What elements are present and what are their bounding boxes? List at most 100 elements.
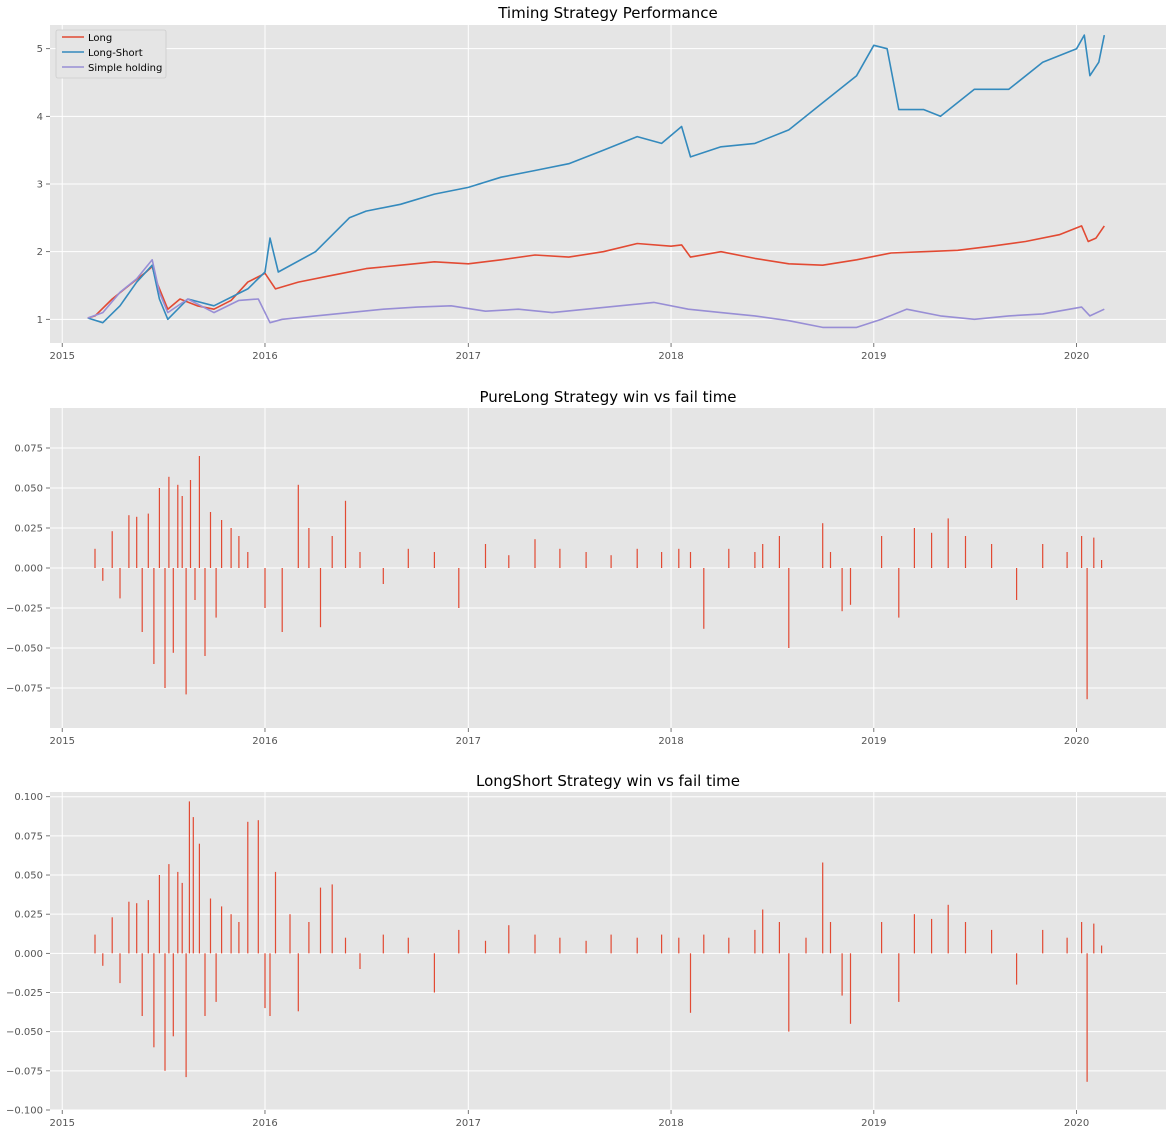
bar [849, 568, 852, 605]
bar [257, 820, 259, 954]
y-tick-label: 4 [37, 112, 43, 123]
bar [209, 898, 212, 954]
bar [728, 937, 730, 954]
bar [661, 552, 663, 568]
bar [153, 953, 155, 1048]
bar [1093, 923, 1095, 954]
bar [458, 568, 460, 608]
series-line-long-short [87, 34, 1106, 324]
y-tick-label: 0.075 [14, 444, 43, 455]
bar [964, 922, 967, 954]
bar [913, 914, 915, 954]
bar [1016, 568, 1018, 600]
bars [94, 456, 1103, 700]
bar [136, 516, 138, 568]
bar [534, 539, 536, 568]
chart-timing-strategy-performance: 2015 2016 2017 2018 2019 2020 1 2 3 4 5 Timing St… [37, 4, 1166, 362]
bar [1042, 544, 1044, 568]
y-tick-label: −0.050 [6, 644, 43, 655]
bar [128, 515, 130, 568]
bar [484, 940, 487, 954]
bar [188, 801, 190, 954]
y-tick-label: 0.025 [14, 910, 43, 921]
bar [319, 887, 322, 954]
y-tick-label: −0.025 [6, 604, 43, 615]
bar [1066, 552, 1068, 568]
bar [247, 821, 249, 954]
bar [841, 568, 843, 612]
x-tick-label: 2018 [658, 1118, 683, 1129]
bar [508, 925, 510, 954]
bar [788, 568, 790, 648]
bar [264, 568, 266, 608]
bar [1086, 568, 1088, 700]
chart-title: PureLong Strategy win vs fail time [479, 388, 736, 406]
bar [407, 548, 409, 568]
bar [991, 929, 993, 954]
legend-label-long-short: Long-Short [88, 48, 143, 59]
x-tick-label: 2019 [861, 1118, 886, 1129]
bar [238, 536, 240, 568]
legend-label-long: Long [88, 33, 112, 44]
bar [407, 937, 409, 954]
bar [344, 937, 347, 954]
bar [297, 953, 299, 1012]
bar [147, 900, 149, 954]
x-tick-label: 2020 [1064, 736, 1089, 747]
bar [141, 568, 143, 632]
bar [177, 484, 179, 568]
series-line-simple-holding [87, 258, 1105, 329]
y-tick-label: −0.075 [6, 684, 43, 695]
bar [289, 914, 291, 954]
x-tick-label: 2017 [456, 1118, 481, 1129]
y-tick-labels: 1 2 3 4 5 [37, 44, 50, 326]
y-tick-label: −0.025 [6, 988, 43, 999]
bar [991, 544, 993, 568]
x-tick-label: 2018 [658, 351, 683, 362]
bar [168, 864, 170, 954]
bar [308, 922, 310, 954]
bar [762, 544, 764, 568]
bar [1093, 537, 1095, 568]
bar [102, 953, 104, 966]
bar [153, 568, 155, 664]
bar [177, 871, 179, 954]
x-tick-label: 2015 [49, 736, 74, 747]
bar [585, 552, 587, 568]
bar [189, 480, 192, 568]
bar [181, 882, 183, 954]
bar [247, 552, 249, 568]
bar [147, 513, 149, 568]
bar [881, 922, 883, 954]
bar [185, 568, 187, 695]
bar [754, 929, 756, 954]
bar [215, 568, 217, 618]
series-lines [87, 34, 1106, 329]
bar [585, 940, 587, 954]
x-tick-label: 2019 [861, 351, 886, 362]
y-tick-label: −0.050 [6, 1027, 43, 1038]
bar [1066, 937, 1068, 954]
bar [610, 555, 612, 568]
bar [359, 953, 361, 969]
bar [458, 929, 460, 954]
bar [119, 953, 121, 984]
x-tick-label: 2019 [861, 736, 886, 747]
bar [297, 484, 299, 568]
chart-title: LongShort Strategy win vs fail time [476, 772, 740, 790]
bar [829, 552, 832, 568]
chart-purelong-win-vs-fail: 2015 2016 2017 2018 2019 2020 −0.075−0.050−0.… [6, 388, 1166, 747]
bar [689, 552, 692, 568]
bar [185, 953, 187, 1078]
bar [238, 922, 240, 954]
bar [898, 568, 900, 618]
bar [728, 548, 730, 568]
legend-label-simple-holding: Simple holding [88, 63, 162, 74]
bar [947, 904, 949, 954]
bar [805, 937, 807, 954]
y-tick-label: 2 [37, 247, 43, 258]
bar [382, 934, 384, 954]
y-tick-label: 0.050 [14, 484, 43, 495]
y-tick-label: 5 [37, 44, 43, 55]
bar [164, 568, 166, 688]
